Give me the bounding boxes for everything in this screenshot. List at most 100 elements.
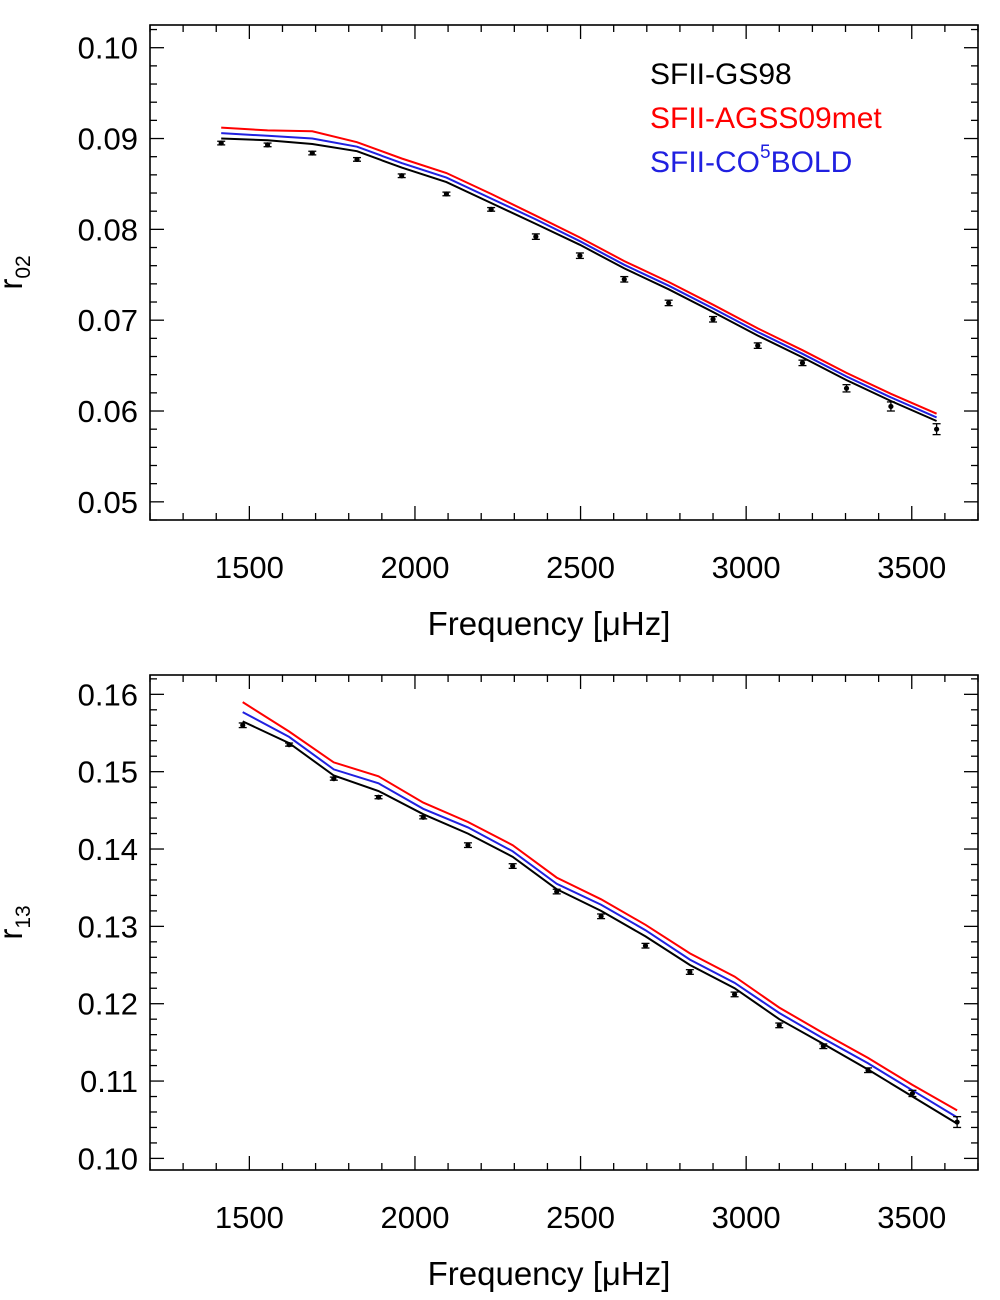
data-point — [776, 1022, 782, 1028]
data-point — [954, 1119, 960, 1125]
data-point — [510, 863, 516, 869]
y-tick-label: 0.11 — [80, 1064, 138, 1099]
observed-point — [353, 156, 361, 163]
y-tick-label: 0.09 — [78, 122, 138, 157]
observed-point — [641, 942, 650, 949]
data-point — [533, 234, 539, 240]
data-point — [240, 722, 246, 728]
y-axis-title-subscript: 13 — [12, 905, 35, 928]
x-tick-label: 1500 — [215, 1200, 284, 1235]
x-tick-label: 3500 — [877, 550, 946, 585]
observed-point — [374, 794, 383, 800]
legend-entry-label: SFII-AGSS09met — [650, 102, 882, 135]
observed-point — [308, 150, 317, 156]
observed-point — [664, 299, 673, 307]
y-tick-label: 0.10 — [78, 1141, 138, 1176]
observed-point — [864, 1067, 873, 1074]
panel-r02: 1500 2000 2500 3000 3500 0.05 0.06 0.07 0.08 0.09… — [0, 24, 979, 642]
series-line-sfii-agss09met — [221, 126, 937, 415]
plot-frame — [149, 24, 979, 521]
legend-entry: SFII-CO5BOLD — [650, 142, 852, 179]
y-tick-label: 0.10 — [78, 31, 138, 66]
observed-point — [419, 814, 428, 820]
y-tick-label: 0.15 — [78, 755, 138, 790]
legend-entry-label: SFII-GS98 — [650, 58, 792, 91]
x-tick-label: 2500 — [546, 1200, 615, 1235]
x-axis-title: Frequency [μHz] — [428, 1255, 671, 1292]
observed-point — [753, 342, 762, 349]
data-point — [731, 991, 738, 998]
data-point — [820, 1043, 826, 1049]
data-point — [354, 156, 360, 163]
plot-frame — [149, 674, 979, 1171]
observed-point — [620, 275, 629, 283]
data-point — [642, 943, 649, 949]
data-point — [331, 776, 337, 782]
x-tick-label: 2000 — [380, 550, 449, 585]
data-point — [577, 253, 583, 259]
data-point — [443, 191, 450, 197]
x-tick-label: 2000 — [380, 1200, 449, 1235]
data-point — [286, 742, 292, 748]
observed-point — [886, 401, 895, 412]
observed-point — [217, 140, 226, 146]
y-tick-label: 0.05 — [78, 485, 138, 520]
observed-point — [552, 888, 561, 895]
x-tick-label: 3000 — [712, 1200, 781, 1235]
data-point — [399, 173, 405, 179]
series-line-sfii-agss09met — [242, 701, 958, 1112]
observed-point — [819, 1043, 828, 1050]
legend-entry: SFII-GS98 — [650, 58, 792, 91]
data-point — [554, 888, 560, 895]
observed-point — [329, 776, 338, 782]
observed-point — [263, 142, 272, 148]
data-point — [420, 814, 426, 820]
observed-point — [685, 969, 694, 975]
observed-point — [798, 359, 807, 367]
data-point — [888, 403, 894, 410]
y-tick-label: 0.16 — [78, 677, 138, 712]
series-line-sfii-co5bold — [242, 711, 958, 1119]
data-point — [799, 360, 806, 366]
x-tick-label: 3500 — [877, 1200, 946, 1235]
data-point — [755, 343, 761, 349]
observed-point — [730, 991, 739, 998]
x-tick-label: 3000 — [712, 550, 781, 585]
observed-point — [238, 722, 247, 729]
series-line-sfii-gs98 — [221, 137, 938, 422]
observed-point — [842, 384, 851, 393]
x-tick-label: 1500 — [215, 550, 284, 585]
observed-point — [953, 1115, 962, 1129]
observed-point — [487, 206, 496, 212]
y-axis-title: r13 — [0, 905, 35, 939]
y-axis-title-main: r — [0, 279, 29, 290]
y-tick-label: 0.06 — [78, 394, 138, 429]
y-axis-title-subscript: 02 — [12, 255, 35, 278]
x-axis-title: Frequency [μHz] — [428, 605, 671, 642]
data-point — [465, 842, 471, 848]
x-tick-label: 2500 — [546, 550, 615, 585]
data-point — [843, 385, 850, 391]
data-point — [710, 316, 716, 322]
data-point — [865, 1067, 871, 1073]
data-point — [598, 913, 604, 919]
legend-entry: SFII-AGSS09met — [650, 102, 882, 135]
data-point — [264, 142, 271, 148]
observed-point — [397, 173, 406, 179]
legend-entry-label: SFII-CO — [650, 146, 760, 179]
data-point — [909, 1090, 916, 1097]
series-line-sfii-co5bold — [221, 132, 938, 419]
observed-point — [575, 252, 584, 260]
data-point — [309, 150, 315, 156]
data-point — [218, 140, 224, 146]
y-tick-label: 0.13 — [78, 909, 138, 944]
observed-point — [932, 423, 941, 436]
y-axis-title-main: r — [0, 929, 29, 940]
legend-entry-superscript: 5 — [760, 142, 771, 163]
data-point — [666, 300, 672, 306]
observed-point — [709, 315, 718, 323]
observed-point — [463, 842, 472, 849]
data-point — [687, 969, 693, 975]
data-point — [375, 794, 382, 800]
observed-point — [442, 191, 451, 197]
